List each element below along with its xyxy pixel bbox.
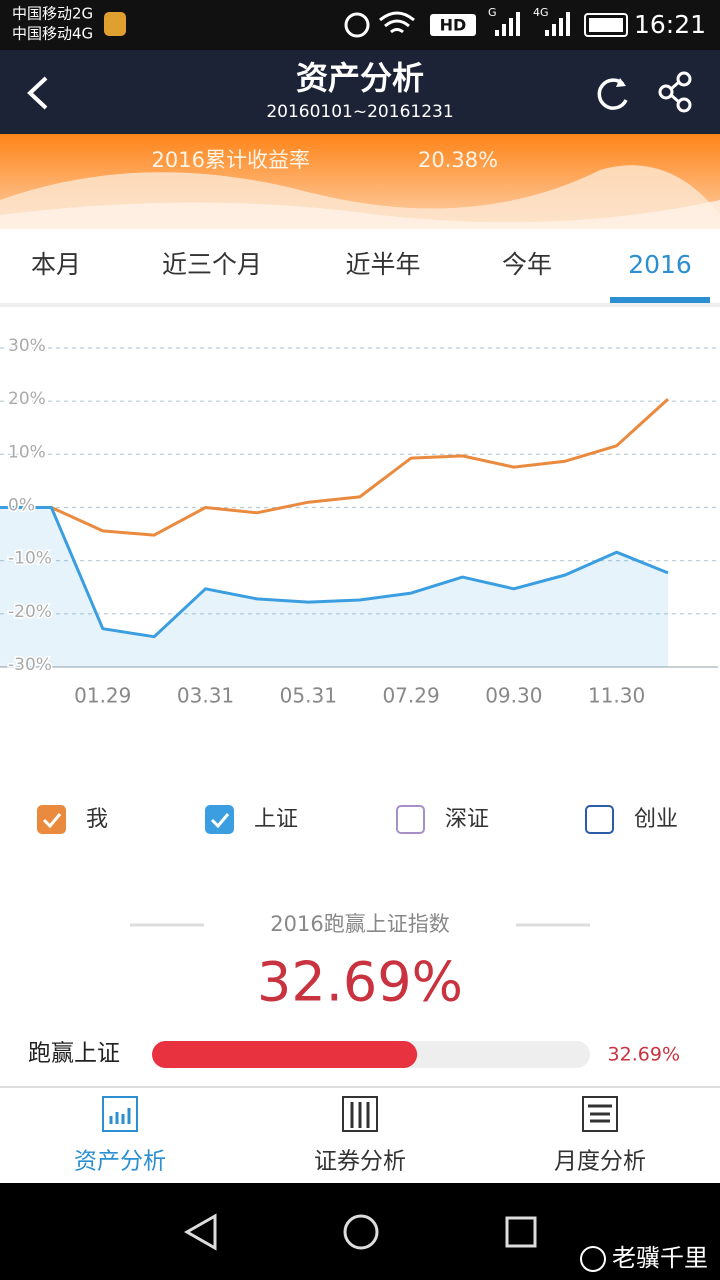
x-tick-label: 09.30 <box>485 684 542 708</box>
y-tick-label: 10% <box>8 442 46 462</box>
comparison-value: 32.69% <box>257 951 463 1014</box>
area <box>0 507 668 667</box>
x-tick-label: 11.30 <box>588 684 645 708</box>
hd-badge <box>430 14 476 36</box>
tab[interactable]: 近半年 <box>345 250 420 279</box>
tab-bar <box>0 229 720 303</box>
bar <box>152 1041 418 1068</box>
tab[interactable]: 本月 <box>31 250 81 279</box>
checkmark <box>210 813 230 829</box>
back-button[interactable] <box>27 76 48 110</box>
refresh-arrow <box>616 78 626 87</box>
checkbox[interactable] <box>205 805 234 834</box>
x-tick-label: 05.31 <box>280 684 337 708</box>
tab[interactable]: 2016 <box>628 250 692 279</box>
nav-icon-detail <box>588 1104 612 1123</box>
nav-icon <box>582 1096 618 1132</box>
checkmark <box>42 813 62 829</box>
legend-label: 我 <box>86 807 108 832</box>
checkbox[interactable] <box>585 805 614 834</box>
recent-key[interactable] <box>505 1216 537 1248</box>
nav-label[interactable]: 证券分析 <box>314 1149 406 1175</box>
battery-level <box>589 18 623 32</box>
line <box>0 397 670 537</box>
nav-label[interactable]: 资产分析 <box>74 1149 166 1175</box>
y-tick-label: -30% <box>8 655 52 675</box>
return-label: 2016累计收益率 <box>152 148 310 172</box>
app-icon <box>104 12 126 36</box>
refresh-button[interactable] <box>597 78 628 110</box>
y-tick-label: -20% <box>8 602 52 622</box>
return-value: 20.38% <box>418 148 498 172</box>
bar-label: 跑赢上证 <box>28 1041 120 1067</box>
time: 16:21 <box>634 10 706 39</box>
legend-label: 创业 <box>634 807 678 832</box>
y-tick-label: 20% <box>8 389 46 409</box>
comparison-title: 2016跑赢上证指数 <box>270 912 449 936</box>
battery-icon <box>584 13 628 37</box>
carrier: 中国移动4G <box>12 25 93 43</box>
signal-icon <box>495 12 520 36</box>
legend-label: 上证 <box>254 807 298 832</box>
share-button[interactable] <box>658 71 692 113</box>
nav-icon-detail <box>109 1108 131 1124</box>
y-tick-label: 30% <box>8 336 46 356</box>
checkbox[interactable] <box>37 805 66 834</box>
x-tick-label: 01.29 <box>74 684 131 708</box>
nav-icon-detail <box>350 1102 370 1128</box>
divider <box>0 303 720 307</box>
y-tick-label: -10% <box>8 549 52 569</box>
alarm-icon <box>344 12 370 38</box>
system-nav <box>0 1183 720 1280</box>
back-key[interactable] <box>183 1213 217 1251</box>
x-tick-label: 07.29 <box>382 684 439 708</box>
wifi-icon <box>379 11 415 34</box>
bar-value: 32.69% <box>608 1044 680 1066</box>
x-tick-label: 03.31 <box>177 684 234 708</box>
banner-wave <box>0 200 720 229</box>
y-tick-label: 0% <box>8 496 35 516</box>
network-label: G <box>488 6 497 19</box>
nav-icon <box>342 1096 378 1132</box>
nav-icon <box>102 1096 138 1132</box>
watermark: 老骥千里 <box>612 1244 708 1272</box>
signal-icon <box>545 12 570 36</box>
hd-label: HD <box>440 16 467 35</box>
carrier: 中国移动2G <box>12 5 93 23</box>
checkbox[interactable] <box>396 805 425 834</box>
tab[interactable]: 近三个月 <box>162 250 262 279</box>
home-key[interactable] <box>343 1214 379 1250</box>
watermark-icon <box>580 1246 606 1272</box>
network-label: 4G <box>533 6 549 19</box>
nav-label[interactable]: 月度分析 <box>554 1149 646 1175</box>
line <box>0 506 669 639</box>
page-title: 资产分析 <box>296 59 424 97</box>
tab-indicator <box>610 297 710 303</box>
legend-label: 深证 <box>445 807 489 832</box>
tab[interactable]: 今年 <box>502 250 552 279</box>
date-range: 20160101~20161231 <box>266 102 453 122</box>
